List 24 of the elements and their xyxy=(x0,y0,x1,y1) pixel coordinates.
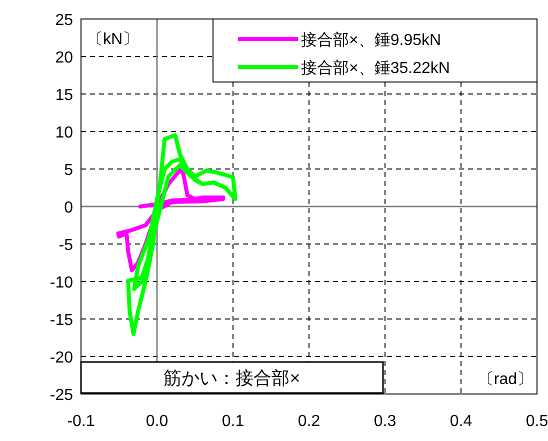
y-tick-label: -10 xyxy=(50,274,74,292)
y-tick-label: 10 xyxy=(55,124,74,142)
y-tick-label: 0 xyxy=(64,200,74,216)
x-tick-label: 0.4 xyxy=(450,413,472,430)
y-tick-label: -5 xyxy=(58,237,74,254)
annotation: 筋かい：接合部× xyxy=(80,361,384,394)
x-axis-title: 〔rad〕 xyxy=(478,371,533,388)
x-tick-label: 0.0 xyxy=(146,413,168,430)
x-tick-label: 0.5 xyxy=(526,413,548,430)
annotation: 筋かい：接合部× xyxy=(164,368,300,388)
legend-label: 接合部×、錘9.95kN xyxy=(301,31,442,49)
y-tick-label: 25 xyxy=(55,12,74,29)
y-tick-label: 20 xyxy=(55,50,74,66)
y-tick-label: -15 xyxy=(50,312,74,329)
y-tick-label: 5 xyxy=(64,162,74,179)
x-tick-label: 0.3 xyxy=(374,413,396,430)
y-tick-label: 15 xyxy=(55,87,74,104)
y-tick-label: -20 xyxy=(50,350,74,366)
x-tick-label: 0.2 xyxy=(298,413,320,430)
y-tick-label: -25 xyxy=(50,387,74,404)
x-tick-label: -0.1 xyxy=(67,413,95,430)
x-tick-label: 0.1 xyxy=(222,413,244,430)
legend-label: 接合部×、錘35.22kN xyxy=(301,59,450,77)
y-axis-title: 〔kN〕 xyxy=(87,31,139,48)
